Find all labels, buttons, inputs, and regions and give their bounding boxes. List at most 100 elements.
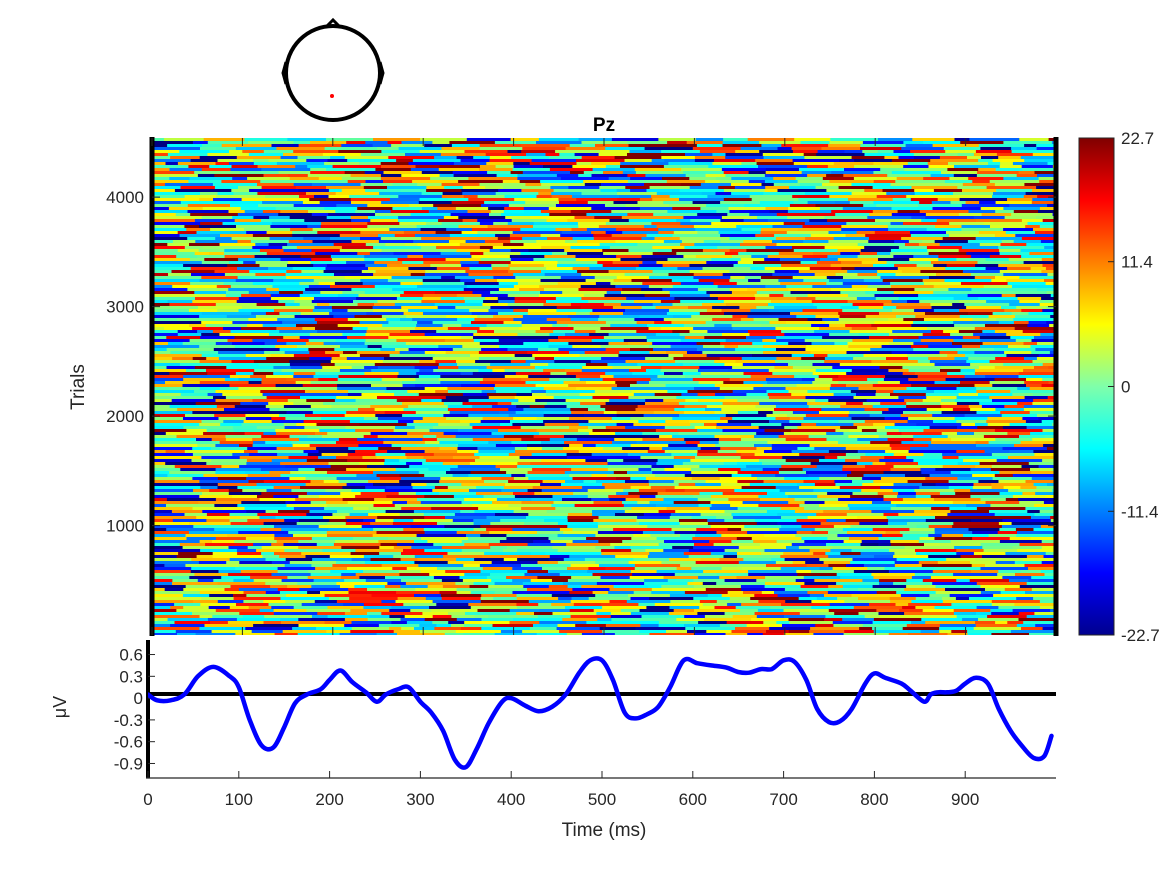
heatmap-cell [755,297,797,301]
heatmap-cell [289,177,320,181]
heatmap-cell [913,321,954,325]
heatmap-cell [651,222,681,226]
heatmap-cell [474,615,489,619]
heatmap-cell [259,249,285,253]
heatmap-cell [852,339,894,343]
heatmap-cell [423,456,454,460]
heatmap-cell [572,528,614,532]
heatmap-cell [812,381,839,385]
heatmap-cell [477,231,514,235]
heatmap-cell [230,201,263,205]
heatmap-cell [229,513,258,517]
heatmap-cell [794,138,831,142]
heatmap-cell [243,591,267,595]
heatmap-cell [479,222,494,226]
heatmap-cell [671,528,697,532]
heatmap-cell [486,528,513,532]
heatmap-cell [552,579,569,583]
heatmap-cell [865,291,895,295]
heatmap-cell [214,414,246,418]
heatmap-cell [902,372,916,376]
heatmap-cell [299,438,340,442]
heatmap-cell [152,252,196,256]
heatmap-cell [609,399,646,403]
heatmap-cell [592,510,626,514]
heatmap-cell [737,399,780,403]
heatmap-cell [811,570,855,574]
heatmap-cell [625,186,651,190]
heatmap-cell [479,147,523,151]
heatmap-cell [882,189,915,193]
heatmap-cell [889,363,935,367]
heatmap-cell [815,315,840,319]
heatmap-cell [320,369,341,373]
heatmap-cell [206,369,255,373]
heatmap-cell [248,291,280,295]
heatmap-cell [293,507,325,511]
colorbar-tick-label: 22.7 [1121,129,1154,148]
heatmap-cell [301,603,344,607]
heatmap-cell [336,561,366,565]
heatmap-cell [925,477,958,481]
heatmap-cell [591,474,608,478]
heatmap-cell [542,456,568,460]
heatmap-cell [339,234,379,238]
heatmap-cell [1021,165,1054,169]
heatmap-cell [625,360,676,364]
heatmap-cell [815,186,840,190]
heatmap-cell [257,450,304,454]
heatmap-cell [805,396,854,400]
heatmap-cell [879,366,903,370]
heatmap-cell [996,153,1034,157]
heatmap-cell [697,450,719,454]
heatmap-cell [392,522,438,526]
heatmap-cell [761,144,782,148]
heatmap-cell [466,138,512,142]
heatmap-cell [968,357,996,361]
heatmap-cell [884,417,909,421]
heatmap-cell [189,324,207,328]
heatmap-cell [1021,309,1043,313]
heatmap-cell [760,147,778,151]
heatmap-cell [995,408,1025,412]
heatmap-cell [872,627,904,631]
heatmap-cell [315,432,328,436]
heatmap-cell [412,318,458,322]
heatmap-cell [931,441,977,445]
heatmap-cell [164,588,184,592]
heatmap-cell [199,540,213,544]
heatmap-cell [256,549,285,553]
heatmap-cell [416,225,459,229]
heatmap-cell [271,459,308,463]
heatmap-cell [257,165,296,169]
heatmap-cell [754,519,797,523]
heatmap-cell [766,564,808,568]
heatmap-cell [983,285,1013,289]
heatmap-cell [862,579,880,583]
heatmap-cell [916,525,930,529]
heatmap-cell [1027,510,1041,514]
heatmap-cell [532,468,572,472]
heatmap-cell [828,564,847,568]
heatmap-cell [1003,228,1034,232]
heatmap-cell [559,201,589,205]
heatmap-cell [756,477,785,481]
heatmap-cell [445,396,490,400]
heatmap-cell [490,306,510,310]
heatmap-cell [495,234,511,238]
heatmap-cell [230,231,247,235]
heatmap-cell [249,453,278,457]
heatmap-cell [226,291,250,295]
heatmap-cell [709,294,756,298]
heatmap-cell [760,231,788,235]
heatmap-cell [215,471,246,475]
heatmap-cell [916,264,934,268]
heatmap-cell [383,171,423,175]
heatmap-cell [722,492,768,496]
heatmap-cell [669,606,700,610]
heatmap-cell [370,510,386,514]
heatmap-cell [527,588,573,592]
heatmap-cell [257,513,307,517]
heatmap-cell [174,621,211,625]
